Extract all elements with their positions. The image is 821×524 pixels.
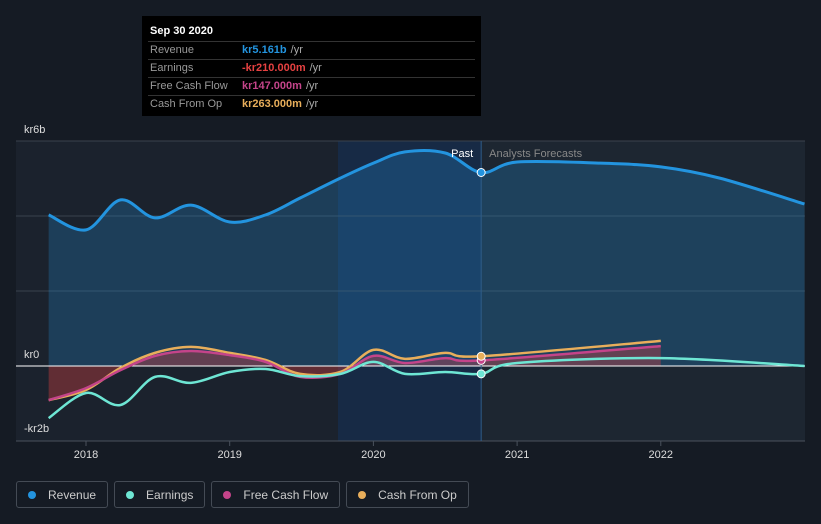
legend-dot-icon [358,490,367,499]
tooltip-label: Earnings [150,62,194,74]
x-tick-label: 2019 [217,449,241,461]
revenue-area [48,150,805,366]
marker-cash-from-op [476,351,486,361]
legend-dot-icon [223,490,232,499]
tooltip-label: Free Cash Flow [150,80,228,92]
tooltip-row: Earnings -kr210.000m/yr [148,59,475,77]
x-tick-label: 2021 [505,449,529,461]
past-label: Past [451,148,473,160]
legend-item-earnings[interactable]: Earnings [114,481,206,508]
legend: Revenue Earnings Free Cash Flow Cash From O… [16,481,469,508]
tooltip-value: kr263.000m [242,98,302,110]
forecast-label: Analysts Forecasts [489,148,582,160]
series-line-earnings [47,356,805,420]
y-tick-label: kr6b [24,124,45,136]
legend-label: Earnings [146,487,194,502]
tooltip-date: Sep 30 2020 [150,25,213,37]
legend-item-revenue[interactable]: Revenue [16,481,109,508]
tooltip-value: kr5.161b [242,44,287,56]
tooltip-label: Revenue [150,44,195,56]
tooltip-row: Free Cash Flow kr147.000m/yr [148,77,475,95]
tooltip-row: Cash From Op kr263.000m/yr [148,95,475,113]
tooltip-unit: /yr [309,62,322,74]
y-tick-label: -kr2b [24,423,49,435]
legend-item-free-cash-flow[interactable]: Free Cash Flow [211,481,341,508]
series-line-revenue [47,149,805,232]
tooltip-unit: /yr [305,98,319,110]
legend-label: Free Cash Flow [243,487,329,502]
legend-label: Revenue [48,487,97,502]
tooltip-value: -kr210.000m [242,62,306,74]
x-tick-label: 2020 [361,449,385,461]
tooltip-value: kr147.000m [242,80,302,92]
tooltip-row: Revenue kr5.161b/yr [148,41,475,59]
tooltip-label: Cash From Op [150,98,223,110]
x-tick-label: 2018 [74,449,98,461]
tooltip: Sep 30 2020 Revenue kr5.161b/yr Earnings -k… [142,16,481,116]
marker-earnings [476,369,486,379]
tooltip-unit: /yr [290,44,303,56]
series-line-cash-from-op [48,339,661,402]
marker-revenue [476,168,486,177]
x-tick-label: 2022 [649,449,673,461]
tooltip-unit: /yr [305,80,319,92]
legend-dot-icon [126,490,135,499]
legend-dot-icon [28,490,36,499]
legend-item-cash-from-op[interactable]: Cash From Op [346,481,469,508]
legend-label: Cash From Op [378,487,457,502]
y-tick-label: kr0 [24,349,39,361]
